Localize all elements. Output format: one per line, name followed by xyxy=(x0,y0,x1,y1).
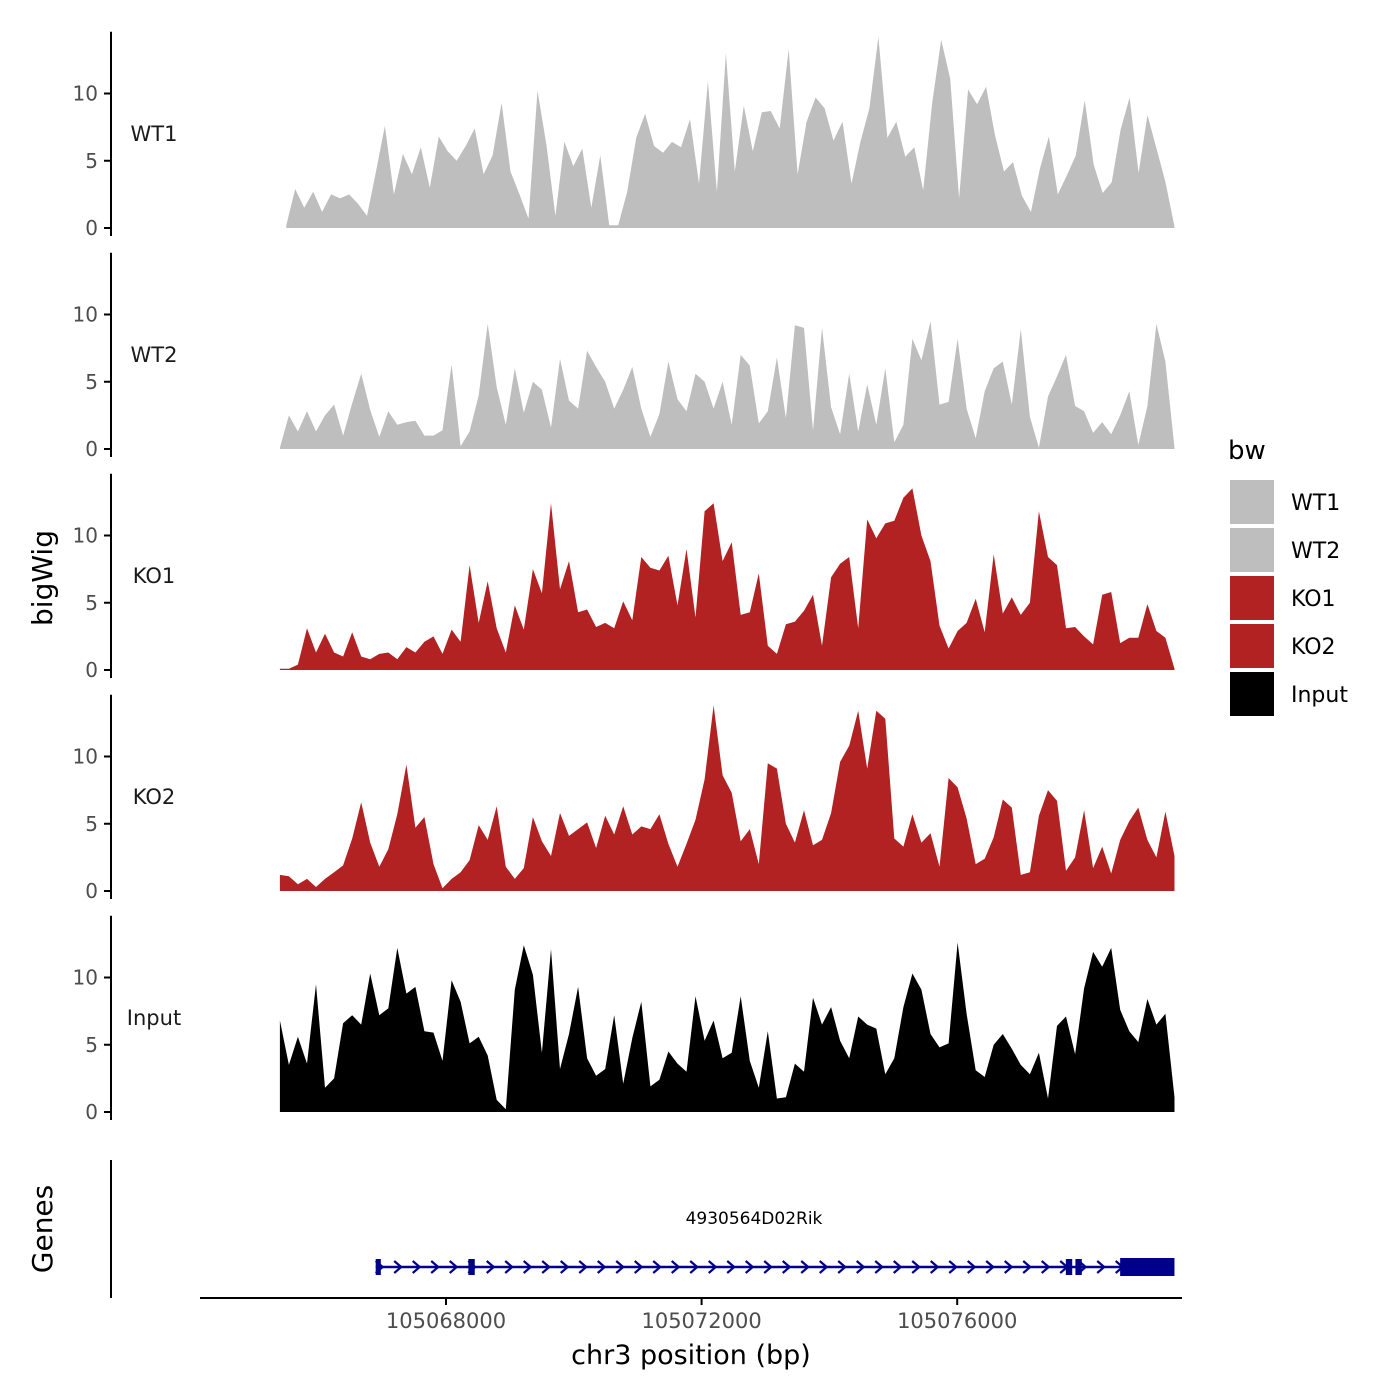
strand-arrow xyxy=(837,1260,847,1274)
track-label-input: Input xyxy=(127,1006,181,1030)
strand-arrow xyxy=(707,1260,718,1274)
gene-model xyxy=(374,1258,1175,1276)
strand-arrow xyxy=(615,1260,625,1274)
y-tick-label: 10 xyxy=(73,82,98,106)
strand-arrow xyxy=(744,1260,755,1274)
y-tick-label: 10 xyxy=(73,303,98,327)
legend-label-wt1: WT1 xyxy=(1291,491,1340,516)
gene-exon xyxy=(1075,1259,1082,1275)
legend-key-ko2 xyxy=(1230,624,1274,668)
strand-arrow xyxy=(781,1260,792,1274)
strand-arrow xyxy=(541,1260,551,1274)
strand-arrow xyxy=(504,1260,514,1274)
strand-arrow xyxy=(985,1260,995,1274)
legend-label-ko2: KO2 xyxy=(1291,635,1336,660)
strand-arrow xyxy=(596,1260,607,1274)
y-tick-label: 0 xyxy=(85,216,98,240)
y-tick-label: 0 xyxy=(85,879,98,903)
strand-arrow xyxy=(578,1260,588,1274)
track-label-wt1: WT1 xyxy=(131,122,178,146)
strand-arrow xyxy=(948,1260,958,1274)
track-label-ko2: KO2 xyxy=(133,785,176,809)
strand-arrow xyxy=(559,1260,570,1274)
area-series-wt1 xyxy=(286,37,1175,228)
x-tick-label: 105068000 xyxy=(386,1309,506,1333)
area-series-wt2 xyxy=(279,321,1175,449)
legend-key-ko1 xyxy=(1230,576,1274,620)
y-tick-label: 5 xyxy=(85,1033,98,1057)
strand-arrow xyxy=(485,1260,496,1274)
legend-label-wt2: WT2 xyxy=(1291,539,1340,564)
track-ko1: 0 5 10 KO1 xyxy=(73,473,1175,682)
y-tick-label: 0 xyxy=(85,658,98,682)
area-series-ko1 xyxy=(279,488,1175,670)
gene-exon xyxy=(468,1259,475,1275)
track-wt1: 0 5 10 WT1 xyxy=(73,31,1175,240)
tracks-group: 0 5 10 WT1 0 5 10 WT2 0 5 10 KO1 0 5 10 KO2 0 5 10 Input xyxy=(73,31,1175,1124)
y-tick-label: 0 xyxy=(85,437,98,461)
strand-arrow xyxy=(670,1260,681,1274)
legend-key-input xyxy=(1230,672,1274,716)
y-tick-label: 10 xyxy=(73,966,98,990)
legend-label-ko1: KO1 xyxy=(1291,587,1336,612)
x-tick-label: 105072000 xyxy=(641,1309,761,1333)
legend-items: WT1 WT2 KO1 KO2 Input xyxy=(1230,480,1348,716)
track-ko2: 0 5 10 KO2 xyxy=(73,694,1175,903)
gene-exon xyxy=(1065,1259,1073,1275)
legend-label-input: Input xyxy=(1291,683,1348,708)
strand-arrow xyxy=(874,1260,884,1274)
strand-arrow xyxy=(1022,1260,1032,1274)
y-axis-title: bigWig xyxy=(26,530,59,626)
strand-arrow xyxy=(726,1260,736,1274)
strand-arrow xyxy=(1096,1260,1106,1274)
strand-arrow xyxy=(929,1260,940,1274)
strand-arrow xyxy=(1040,1260,1051,1274)
legend: bw WT1 WT2 KO1 KO2 Input xyxy=(1228,436,1348,716)
genes-panel: Genes 4930564D02Rik xyxy=(26,1160,1175,1298)
track-wt2: 0 5 10 WT2 xyxy=(73,252,1175,461)
strand-arrow xyxy=(892,1260,903,1274)
y-tick-label: 5 xyxy=(85,149,98,173)
x-axis: 105068000 105072000 105076000 chr3 positio… xyxy=(200,1297,1182,1371)
y-tick-label: 5 xyxy=(85,370,98,394)
strand-arrow xyxy=(911,1260,921,1274)
y-tick-label: 5 xyxy=(85,812,98,836)
area-series-ko2 xyxy=(279,705,1175,891)
strand-arrow xyxy=(689,1260,699,1274)
gene-exon xyxy=(375,1259,381,1275)
x-ticks: 105068000 105072000 105076000 xyxy=(386,1298,1017,1333)
strand-arrow xyxy=(633,1260,644,1274)
track-label-ko1: KO1 xyxy=(133,564,176,588)
x-axis-title: chr3 position (bp) xyxy=(571,1340,811,1371)
strand-arrow xyxy=(411,1260,422,1274)
y-tick-label: 0 xyxy=(85,1100,98,1124)
genes-axis-title: Genes xyxy=(26,1185,59,1273)
strand-arrow xyxy=(763,1260,773,1274)
strand-arrow xyxy=(448,1260,459,1274)
strand-arrow xyxy=(966,1260,977,1274)
strand-arrow xyxy=(393,1260,403,1274)
gene-name-label: 4930564D02Rik xyxy=(686,1209,823,1229)
area-series-input xyxy=(279,942,1175,1112)
y-tick-label: 10 xyxy=(73,524,98,548)
strand-arrow xyxy=(855,1260,866,1274)
x-tick-label: 105076000 xyxy=(897,1309,1017,1333)
gene-utr-block xyxy=(1120,1258,1175,1276)
strand-arrow xyxy=(430,1260,440,1274)
legend-title: bw xyxy=(1228,436,1266,466)
legend-key-wt2 xyxy=(1230,528,1274,572)
strand-arrow xyxy=(522,1260,533,1274)
legend-key-wt1 xyxy=(1230,480,1274,524)
track-label-wt2: WT2 xyxy=(131,343,178,367)
strand-arrow xyxy=(800,1260,810,1274)
track-input: 0 5 10 Input xyxy=(73,915,1175,1124)
strand-arrow xyxy=(652,1260,662,1274)
strand-arrow xyxy=(818,1260,829,1274)
strand-arrow xyxy=(1003,1260,1014,1274)
y-tick-label: 5 xyxy=(85,591,98,615)
y-tick-label: 10 xyxy=(73,745,98,769)
